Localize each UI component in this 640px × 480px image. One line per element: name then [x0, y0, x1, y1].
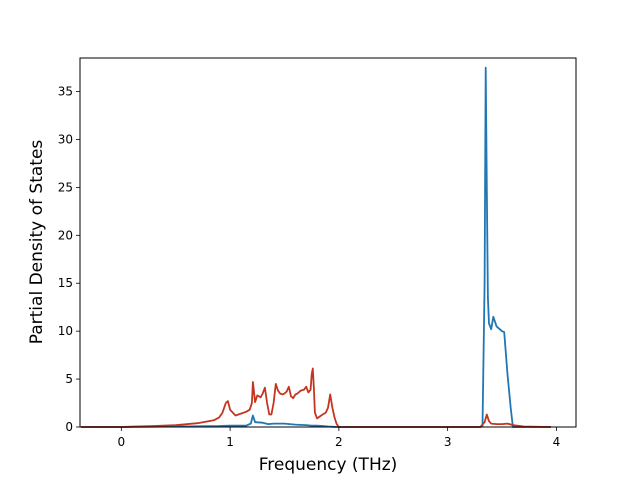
- series-line-1: [81, 66, 551, 428]
- x-tick-label: 1: [226, 435, 234, 449]
- y-tick-label: 30: [58, 132, 73, 146]
- plot-frame: [79, 57, 577, 428]
- x-axis-label: Frequency (THz): [259, 455, 398, 475]
- y-tick-label: 10: [58, 324, 73, 338]
- y-tick-label: 25: [58, 180, 73, 194]
- x-tick-label: 4: [553, 435, 561, 449]
- y-axis: 0 5 10 15 20 25 30 35: [58, 85, 80, 434]
- series-layer: [81, 66, 552, 428]
- series-line-2: [81, 367, 552, 428]
- y-axis-label: Partial Density of States: [27, 140, 47, 345]
- y-tick-label: 15: [58, 276, 73, 290]
- x-axis: 0 1 2 3 4: [118, 427, 561, 449]
- y-tick-label: 20: [58, 228, 73, 242]
- x-tick-label: 2: [335, 435, 343, 449]
- y-tick-label: 35: [58, 85, 73, 99]
- x-tick-label: 0: [118, 435, 126, 449]
- y-tick-label: 5: [65, 372, 73, 386]
- y-tick-label: 0: [65, 420, 73, 434]
- x-tick-label: 3: [444, 435, 452, 449]
